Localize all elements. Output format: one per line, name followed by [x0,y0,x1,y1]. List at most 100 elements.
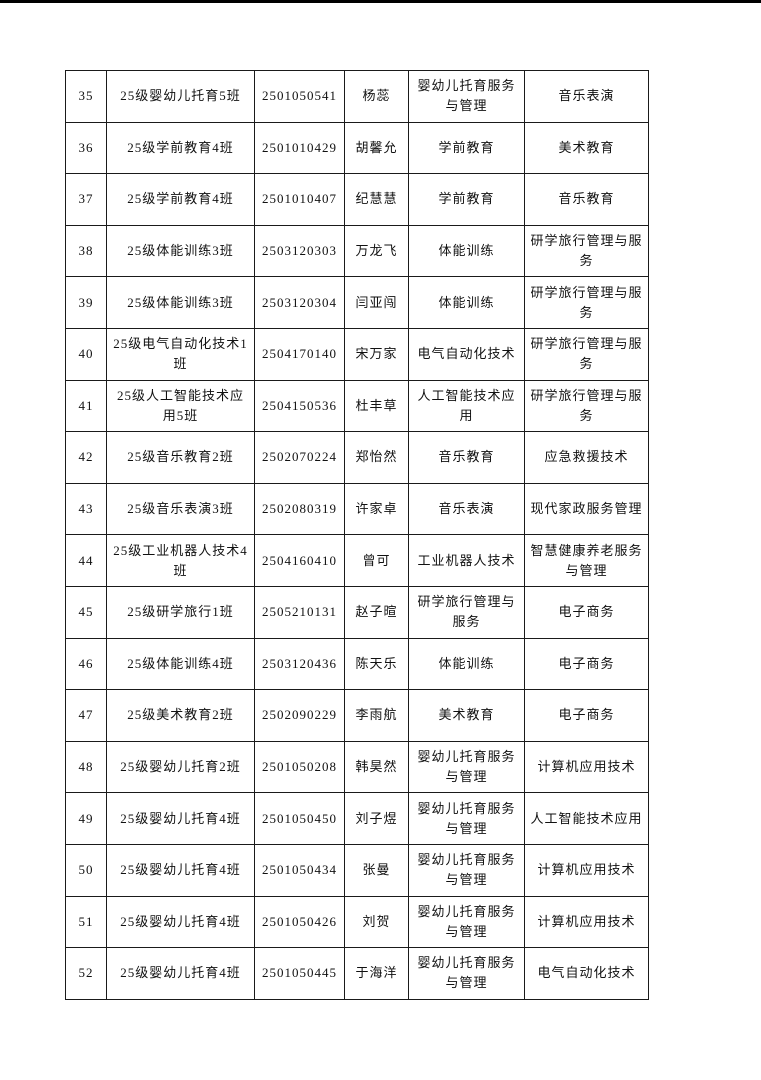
cell-student-name: 郑怡然 [344,431,409,484]
cell-target-major: 现代家政服务管理 [524,482,649,536]
table-row: 52 25级婴幼儿托育4班 2501050445 于海洋 婴幼儿托育服务与管理 电气自动化… [65,947,649,1000]
cell-major: 婴幼儿托育服务与管理 [408,947,525,1000]
cell-student-name: 杜丰草 [344,379,409,433]
table-row: 48 25级婴幼儿托育2班 2501050208 韩昊然 婴幼儿托育服务与管理 计算机应用… [65,740,649,794]
cell-class-name: 25级婴幼儿托育4班 [106,895,255,949]
cell-no: 37 [65,173,107,226]
cell-class-name: 25级学前教育4班 [106,173,255,226]
cell-no: 51 [65,895,107,949]
cell-major: 工业机器人技术 [408,534,525,587]
cell-target-major: 音乐表演 [524,70,649,123]
table-row: 39 25级体能训练3班 2503120304 闫亚闯 体能训练 研学旅行管理与服务 [65,276,649,329]
cell-major: 电气自动化技术 [408,327,525,381]
cell-student-id: 2504170140 [254,327,345,381]
cell-target-major: 计算机应用技术 [524,895,649,949]
cell-class-name: 25级婴幼儿托育5班 [106,70,255,123]
cell-no: 38 [65,224,107,278]
table-row: 36 25级学前教育4班 2501010429 胡馨允 学前教育 美术教育 [65,121,649,175]
cell-class-name: 25级研学旅行1班 [106,585,255,639]
cell-student-id: 2504150536 [254,379,345,433]
cell-major: 婴幼儿托育服务与管理 [408,70,525,123]
cell-student-id: 2501050450 [254,792,345,845]
cell-student-id: 2501050208 [254,740,345,794]
student-table-body: 35 25级婴幼儿托育5班 2501050541 杨蕊 婴幼儿托育服务与管理 音乐表演 36… [65,70,649,1000]
cell-student-id: 2503120303 [254,224,345,278]
student-roster-table-container: 35 25级婴幼儿托育5班 2501050541 杨蕊 婴幼儿托育服务与管理 音乐表演 36… [65,70,649,1000]
cell-target-major: 计算机应用技术 [524,843,649,897]
cell-student-name: 刘子煜 [344,792,409,845]
cell-student-id: 2505210131 [254,585,345,639]
cell-no: 48 [65,740,107,794]
cell-class-name: 25级婴幼儿托育4班 [106,947,255,1000]
cell-major: 学前教育 [408,121,525,175]
cell-class-name: 25级工业机器人技术4班 [106,534,255,587]
cell-student-name: 纪慧慧 [344,173,409,226]
cell-student-id: 2503120436 [254,637,345,691]
cell-target-major: 计算机应用技术 [524,740,649,794]
table-row: 46 25级体能训练4班 2503120436 陈天乐 体能训练 电子商务 [65,637,649,691]
cell-student-name: 张曼 [344,843,409,897]
table-row: 40 25级电气自动化技术1班 2504170140 宋万家 电气自动化技术 研学旅行管理… [65,327,649,381]
table-row: 49 25级婴幼儿托育4班 2501050450 刘子煜 婴幼儿托育服务与管理 人工智能技… [65,792,649,845]
cell-class-name: 25级电气自动化技术1班 [106,327,255,381]
cell-no: 47 [65,689,107,742]
cell-target-major: 人工智能技术应用 [524,792,649,845]
cell-class-name: 25级音乐表演3班 [106,482,255,536]
table-row: 47 25级美术教育2班 2502090229 李雨航 美术教育 电子商务 [65,689,649,742]
cell-no: 52 [65,947,107,1000]
cell-class-name: 25级人工智能技术应用5班 [106,379,255,433]
cell-class-name: 25级学前教育4班 [106,121,255,175]
cell-student-name: 闫亚闯 [344,276,409,329]
cell-student-id: 2501050445 [254,947,345,1000]
table-row: 35 25级婴幼儿托育5班 2501050541 杨蕊 婴幼儿托育服务与管理 音乐表演 [65,70,649,123]
cell-student-name: 刘贺 [344,895,409,949]
cell-target-major: 音乐教育 [524,173,649,226]
cell-class-name: 25级体能训练4班 [106,637,255,691]
cell-class-name: 25级体能训练3班 [106,276,255,329]
cell-student-name: 韩昊然 [344,740,409,794]
cell-no: 43 [65,482,107,536]
table-row: 43 25级音乐表演3班 2502080319 许家卓 音乐表演 现代家政服务管理 [65,482,649,536]
cell-no: 44 [65,534,107,587]
cell-major: 学前教育 [408,173,525,226]
cell-student-name: 陈天乐 [344,637,409,691]
cell-student-id: 2502070224 [254,431,345,484]
cell-target-major: 电子商务 [524,689,649,742]
student-roster-table: 35 25级婴幼儿托育5班 2501050541 杨蕊 婴幼儿托育服务与管理 音乐表演 36… [65,70,649,1000]
cell-no: 36 [65,121,107,175]
cell-student-id: 2501050434 [254,843,345,897]
cell-no: 50 [65,843,107,897]
cell-class-name: 25级美术教育2班 [106,689,255,742]
cell-student-id: 2501050426 [254,895,345,949]
cell-class-name: 25级婴幼儿托育4班 [106,792,255,845]
table-row: 50 25级婴幼儿托育4班 2501050434 张曼 婴幼儿托育服务与管理 计算机应用技… [65,843,649,897]
cell-no: 39 [65,276,107,329]
cell-class-name: 25级音乐教育2班 [106,431,255,484]
cell-no: 45 [65,585,107,639]
cell-major: 研学旅行管理与服务 [408,585,525,639]
cell-no: 40 [65,327,107,381]
cell-target-major: 研学旅行管理与服务 [524,327,649,381]
cell-major: 体能训练 [408,276,525,329]
cell-student-id: 2501050541 [254,70,345,123]
cell-class-name: 25级体能训练3班 [106,224,255,278]
table-row: 42 25级音乐教育2班 2502070224 郑怡然 音乐教育 应急救援技术 [65,431,649,484]
table-row: 38 25级体能训练3班 2503120303 万龙飞 体能训练 研学旅行管理与服务 [65,224,649,278]
cell-student-name: 宋万家 [344,327,409,381]
cell-major: 体能训练 [408,637,525,691]
cell-target-major: 研学旅行管理与服务 [524,276,649,329]
cell-class-name: 25级婴幼儿托育2班 [106,740,255,794]
cell-student-id: 2502090229 [254,689,345,742]
cell-student-id: 2501010429 [254,121,345,175]
cell-student-name: 胡馨允 [344,121,409,175]
cell-major: 音乐表演 [408,482,525,536]
cell-target-major: 电子商务 [524,637,649,691]
cell-student-name: 杨蕊 [344,70,409,123]
table-row: 44 25级工业机器人技术4班 2504160410 曾可 工业机器人技术 智慧健康养老服… [65,534,649,587]
page-top-edge-bar [0,0,761,3]
cell-student-id: 2501010407 [254,173,345,226]
cell-target-major: 智慧健康养老服务与管理 [524,534,649,587]
cell-target-major: 研学旅行管理与服务 [524,224,649,278]
cell-student-id: 2504160410 [254,534,345,587]
